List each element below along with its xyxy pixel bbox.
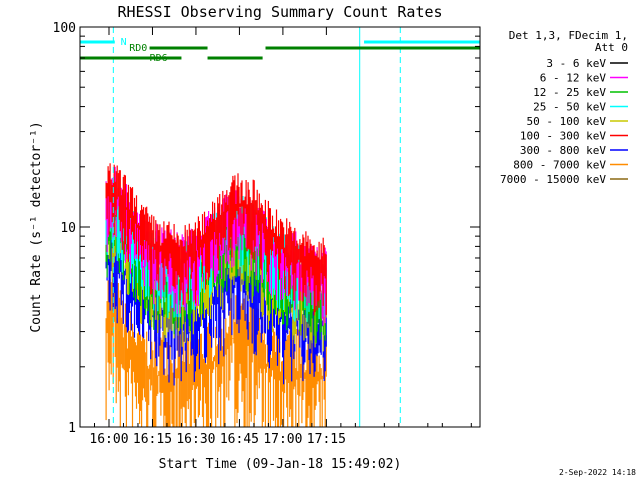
- y-tick-label: 1: [68, 421, 76, 436]
- x-tick-label: 16:00: [89, 432, 128, 447]
- y-tick-label: 10: [60, 221, 76, 236]
- x-tick-label: 16:45: [220, 432, 259, 447]
- legend-label: 800 - 7000 keV: [513, 159, 606, 172]
- legend-label: 12 - 25 keV: [533, 86, 606, 99]
- legend-header-line-2: Att 0: [595, 41, 628, 54]
- legend-label: 300 - 800 keV: [520, 144, 606, 157]
- x-tick-label: 16:30: [176, 432, 215, 447]
- x-tick-label: 17:00: [263, 432, 302, 447]
- legend-label: 25 - 50 keV: [533, 101, 606, 114]
- series-layer: [105, 163, 327, 427]
- legend-label: 3 - 6 keV: [546, 57, 606, 70]
- x-axis-label: Start Time (09-Jan-18 15:49:02): [159, 457, 402, 472]
- legend-label: 50 - 100 keV: [527, 115, 607, 128]
- legend-label: 7000 - 15000 keV: [500, 173, 606, 186]
- annotation-n: N: [121, 37, 127, 48]
- legend-label: 100 - 300 keV: [520, 130, 606, 143]
- footer-timestamp: 2-Sep-2022 14:18: [559, 468, 636, 477]
- chart-title: RHESSI Observing Summary Count Rates: [117, 3, 442, 21]
- y-tick-label: 100: [53, 21, 76, 36]
- legend-header-line-1: Det 1,3, FDecim 1,: [509, 29, 628, 42]
- y-axis: 1 10 100: [53, 21, 480, 436]
- annotation-rd6: RD6: [150, 53, 168, 64]
- series-5: [105, 163, 327, 316]
- legend-label: 6 - 12 keV: [540, 72, 607, 85]
- x-tick-label: 16:15: [133, 432, 172, 447]
- legend: Det 1,3, FDecim 1, Att 0 3 - 6 keV 6 - 12…: [500, 29, 628, 186]
- x-tick-label: 17:15: [307, 432, 346, 447]
- y-axis-label: Count Rate (s⁻¹ detector⁻¹): [29, 121, 44, 332]
- x-axis: 16:00 16:15 16:30 16:45 17:00 17:15: [89, 27, 472, 447]
- annotation-rd0: RD0: [129, 43, 147, 54]
